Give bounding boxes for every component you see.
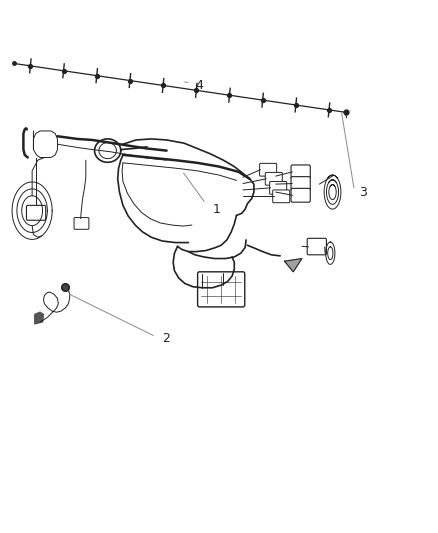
- FancyBboxPatch shape: [74, 217, 89, 229]
- Text: 4: 4: [195, 79, 203, 92]
- Text: 3: 3: [359, 185, 367, 199]
- FancyBboxPatch shape: [291, 165, 310, 179]
- FancyBboxPatch shape: [273, 190, 290, 203]
- FancyBboxPatch shape: [26, 205, 46, 220]
- FancyBboxPatch shape: [307, 238, 326, 255]
- FancyBboxPatch shape: [198, 272, 245, 307]
- FancyBboxPatch shape: [270, 181, 287, 194]
- Polygon shape: [285, 259, 302, 272]
- FancyBboxPatch shape: [260, 164, 277, 176]
- Text: 1: 1: [212, 203, 220, 215]
- FancyBboxPatch shape: [291, 176, 310, 190]
- FancyBboxPatch shape: [265, 172, 283, 185]
- Text: 2: 2: [162, 332, 170, 345]
- Polygon shape: [35, 312, 43, 324]
- FancyBboxPatch shape: [291, 188, 310, 202]
